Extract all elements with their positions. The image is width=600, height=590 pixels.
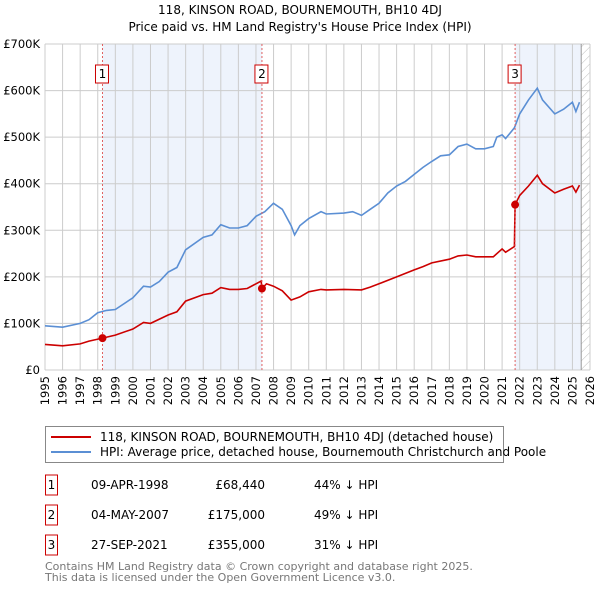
y-tick-label: £600K [3,84,40,98]
table-row-badge [45,474,58,496]
sale-badge-number: 1 [99,67,107,81]
legend [45,426,504,463]
shaded-range [515,44,582,370]
table-row-badge [45,504,58,526]
table-row-number: 2 [48,508,56,522]
x-tick-label: 2004 [196,376,210,405]
x-tick-label: 2003 [179,376,193,405]
table-row-date: 09-APR-1998 [91,478,169,492]
sale-badge [254,64,269,84]
x-tick-label: 2015 [390,376,404,405]
legend-label-price: 118, KINSON ROAD, BOURNEMOUTH, BH10 4DJ … [100,430,493,444]
table-row-hpi-diff: 31% ↓ HPI [314,538,378,552]
footer-line-2: This data is licensed under the Open Gov… [44,571,395,584]
sale-badge [94,64,109,84]
x-tick-label: 2012 [337,376,351,405]
hpi-line [44,86,581,329]
sale-point [98,334,107,343]
x-tick-label: 2010 [302,376,316,405]
x-tick-label: 2021 [495,376,509,405]
x-tick-label: 2023 [530,376,544,405]
x-tick-label: 2017 [425,376,439,405]
x-tick-label: 2025 [565,376,579,405]
shaded-range [102,44,262,370]
sale-badge-number: 2 [258,67,266,81]
x-tick-label: 2019 [460,376,474,405]
sale-point [511,200,520,209]
x-tick-label: 1997 [73,376,87,405]
footer-line-1: Contains HM Land Registry data © Crown c… [45,560,473,573]
y-tick-label: £500K [3,130,40,144]
forecast-hatch [581,44,590,370]
x-tick-label: 2018 [442,376,456,405]
x-tick-label: 2001 [143,376,157,405]
x-tick-label: 2016 [407,376,421,405]
y-tick-label: £200K [3,270,40,284]
x-tick-label: 2008 [267,376,281,405]
table-row-date: 04-MAY-2007 [91,508,169,522]
y-tick-label: £300K [3,223,40,237]
x-tick-label: 1998 [91,376,105,405]
y-tick-label: £100K [3,316,40,330]
x-tick-label: 2024 [548,376,562,405]
y-tick-label: £700K [3,37,40,51]
x-tick-label: 1995 [38,376,52,405]
x-tick-label: 2002 [161,376,175,405]
x-tick-label: 1999 [108,376,122,405]
chart-subtitle: Price paid vs. HM Land Registry's House … [128,20,471,34]
legend-label-hpi: HPI: Average price, detached house, Bour… [100,445,546,459]
x-tick-label: 2005 [214,376,228,405]
x-tick-label: 2013 [354,376,368,405]
table-row-price: £68,440 [215,478,265,492]
y-tick-label: £400K [3,177,40,191]
x-tick-label: 1996 [56,376,70,405]
chart-title: 118, KINSON ROAD, BOURNEMOUTH, BH10 4DJ [158,3,442,17]
sale-point [257,284,266,293]
x-tick-label: 2009 [284,376,298,405]
x-tick-label: 2020 [478,376,492,405]
sale-badge-number: 3 [511,67,519,81]
table-row-date: 27-SEP-2021 [91,538,168,552]
x-tick-label: 2014 [372,376,386,405]
table-row-hpi-diff: 44% ↓ HPI [314,478,378,492]
table-row-number: 3 [48,538,56,552]
x-tick-label: 2022 [513,376,527,405]
x-tick-label: 2006 [231,376,245,405]
table-row-hpi-diff: 49% ↓ HPI [314,508,378,522]
table-row-badge [45,534,58,556]
x-tick-label: 2007 [249,376,263,405]
x-tick-label: 2026 [583,376,597,405]
table-row-price: £175,000 [208,508,265,522]
table-row-price: £355,000 [208,538,265,552]
table-row-number: 1 [48,478,56,492]
price-paid-line [44,173,581,347]
y-tick-label: £0 [25,363,40,377]
x-tick-label: 2011 [319,376,333,405]
x-tick-label: 2000 [126,376,140,405]
sale-badge [507,64,522,84]
